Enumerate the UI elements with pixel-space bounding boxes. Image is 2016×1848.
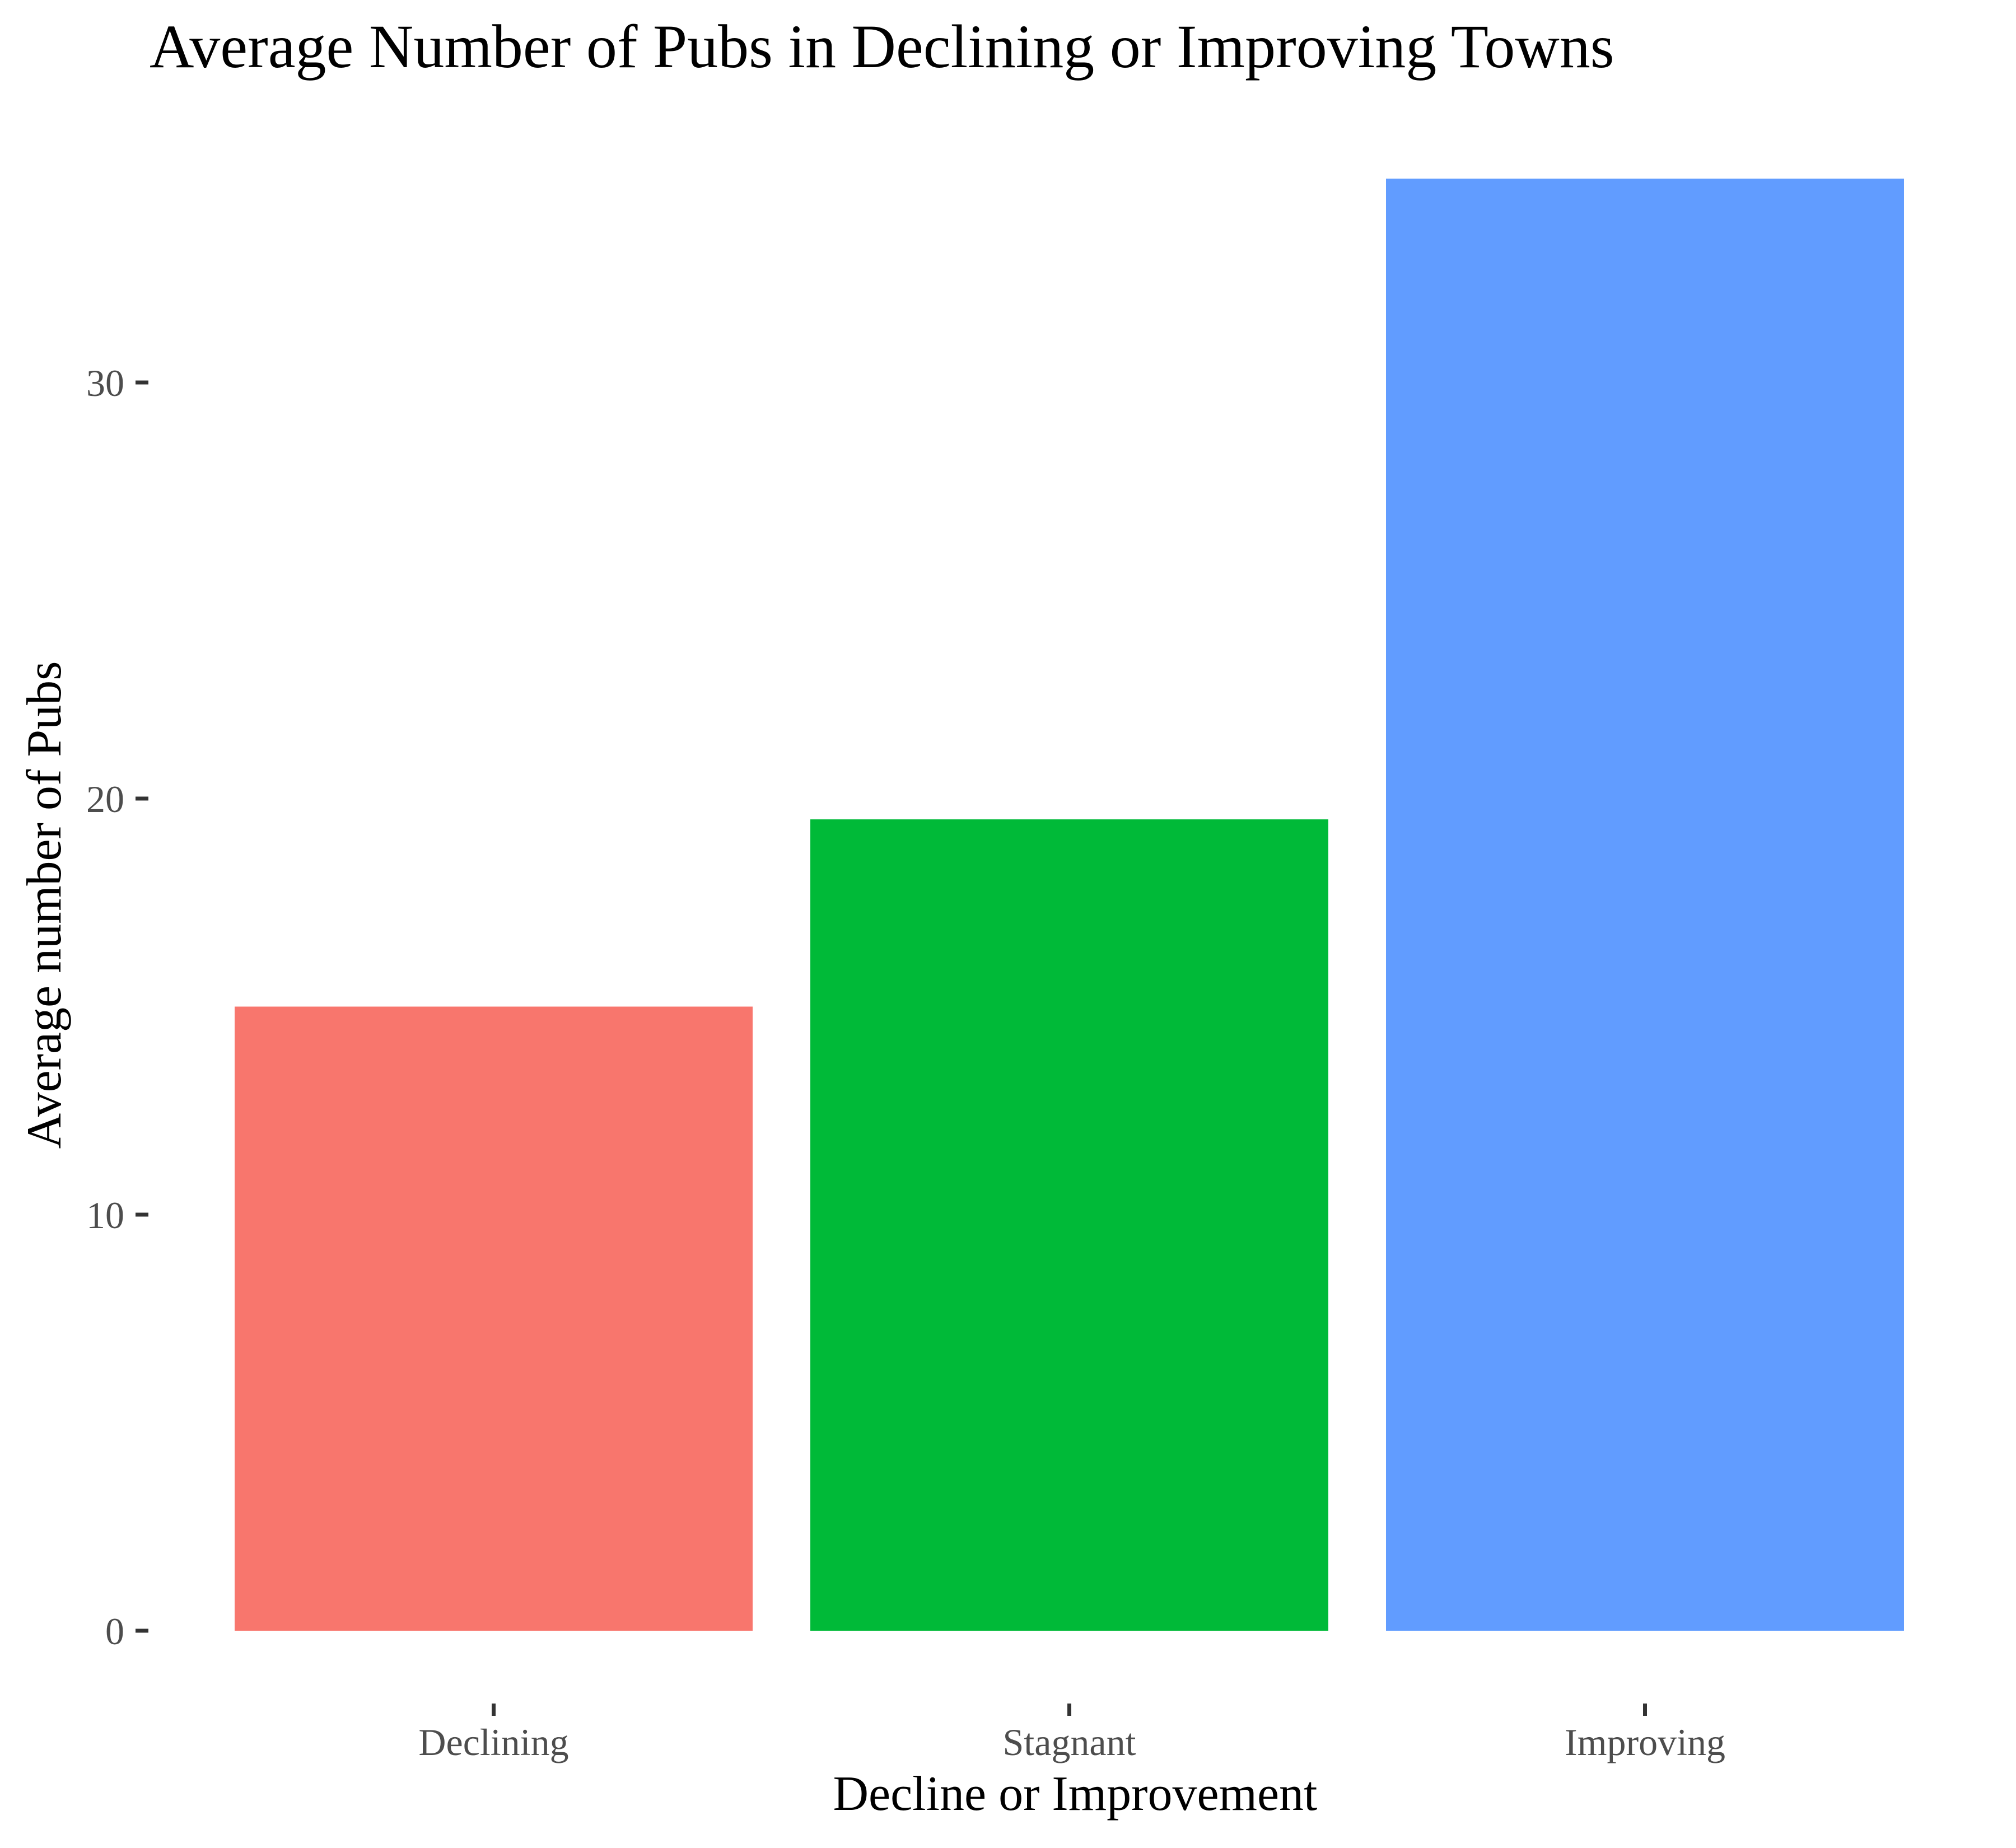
y-tick-label: 0: [105, 1610, 124, 1653]
chart-title: Average Number of Pubs in Declining or I…: [150, 12, 1614, 81]
y-axis: 0 10 20 30: [86, 362, 148, 1653]
bars-group: [235, 178, 1904, 1631]
y-tick-label: 30: [86, 362, 124, 404]
bar-improving: [1386, 178, 1904, 1631]
x-axis-title: Decline or Improvement: [833, 1767, 1317, 1821]
bar-stagnant: [810, 819, 1328, 1631]
y-tick-label: 10: [86, 1194, 124, 1236]
y-tick-label: 20: [86, 778, 124, 820]
bar-declining: [235, 1006, 753, 1631]
x-tick-label: Stagnant: [1003, 1721, 1136, 1763]
x-axis: Declining Stagnant Improving: [418, 1704, 1725, 1763]
x-tick-label: Declining: [418, 1721, 568, 1763]
y-axis-title: Average number of Pubs: [17, 661, 72, 1149]
x-tick-label: Improving: [1565, 1721, 1725, 1763]
